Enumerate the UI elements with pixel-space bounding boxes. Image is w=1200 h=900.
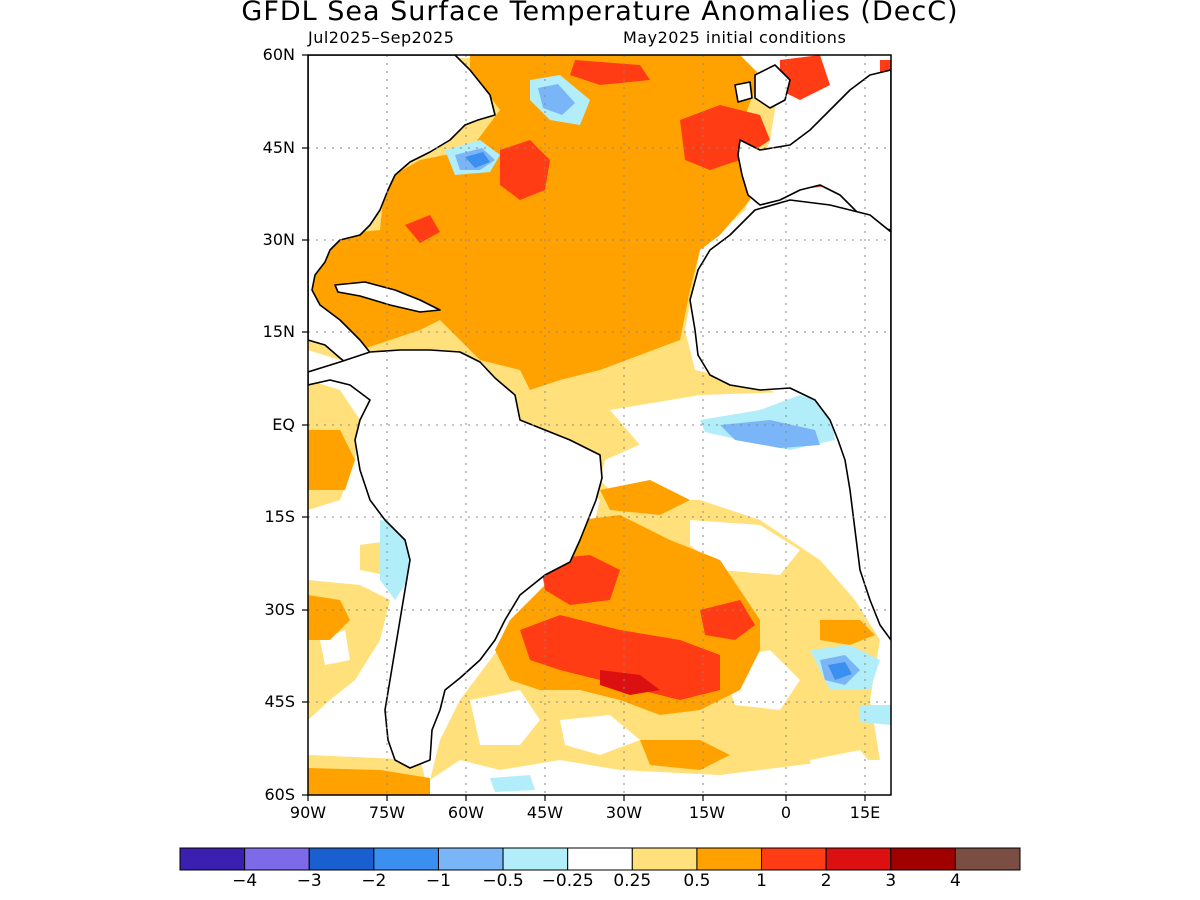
colorbar-tick-label: 3 bbox=[885, 871, 897, 891]
initial-conditions-label: May2025 initial conditions bbox=[623, 28, 847, 47]
lon-label: 60W bbox=[447, 803, 485, 822]
colorbar-tick-label: −4 bbox=[232, 871, 258, 891]
colorbar-swatch bbox=[179, 847, 246, 871]
lat-label: 30N bbox=[262, 230, 295, 249]
colorbar-swatch bbox=[373, 847, 439, 871]
map-graticule bbox=[308, 55, 891, 795]
forecast-period-label: Jul2025–Sep2025 bbox=[308, 28, 455, 47]
lat-label: 30S bbox=[264, 600, 295, 619]
land-masses bbox=[308, 55, 891, 769]
lat-label: 60S bbox=[264, 785, 295, 804]
colorbar-tick-label: −1 bbox=[425, 871, 451, 891]
colorbar-swatch bbox=[825, 847, 892, 871]
colorbar-tick-label: −2 bbox=[361, 871, 387, 891]
colorbar-swatch bbox=[631, 847, 698, 871]
colorbar-swatch bbox=[567, 847, 633, 871]
map-title: GFDL Sea Surface Temperature Anomalies (… bbox=[241, 0, 959, 27]
lon-label: 0 bbox=[780, 803, 792, 822]
lat-label: 15N bbox=[262, 322, 295, 341]
colorbar-tick-label: 0.25 bbox=[613, 871, 652, 891]
africa-land bbox=[689, 199, 891, 641]
colorbar-tick-label: 2 bbox=[820, 871, 832, 891]
south-america-land bbox=[308, 349, 603, 769]
colorbar-tick-label: 4 bbox=[949, 871, 961, 891]
colorbar-swatch bbox=[954, 847, 1021, 871]
lat-label: 45S bbox=[264, 692, 295, 711]
colorbar bbox=[179, 847, 1021, 871]
lat-label: 15S bbox=[264, 507, 295, 526]
colorbar-tick-label: −0.5 bbox=[482, 871, 524, 891]
axis-ticks bbox=[302, 54, 866, 801]
colorbar-swatch bbox=[502, 847, 569, 871]
colorbar-swatch bbox=[244, 847, 310, 871]
colorbar-swatch bbox=[308, 847, 375, 871]
british-isles-land bbox=[754, 64, 791, 109]
lat-label: 60N bbox=[262, 45, 295, 64]
colorbar-tick-label: 0.5 bbox=[683, 871, 711, 891]
colorbar-tick-label: −3 bbox=[296, 871, 322, 891]
lon-label: 75W bbox=[368, 803, 406, 822]
ireland-land bbox=[734, 81, 753, 103]
lat-label: 45N bbox=[262, 138, 295, 157]
colorbar-tick-label: 1 bbox=[756, 871, 767, 891]
colorbar-tick-label: −0.25 bbox=[541, 871, 594, 891]
colorbar-swatch bbox=[437, 847, 504, 871]
anomaly-band-neg-1 bbox=[465, 152, 852, 680]
colorbar-swatch bbox=[761, 847, 827, 871]
lat-label: EQ bbox=[272, 415, 295, 434]
lon-label: 15W bbox=[688, 803, 726, 822]
lon-label: 90W bbox=[289, 803, 327, 822]
colorbar-swatch bbox=[696, 847, 763, 871]
lon-label: 30W bbox=[605, 803, 643, 822]
colorbar-swatch bbox=[890, 847, 956, 871]
anomaly-band-2 bbox=[600, 670, 660, 695]
lon-label: 45W bbox=[526, 803, 564, 822]
lon-label: 15E bbox=[849, 803, 881, 822]
